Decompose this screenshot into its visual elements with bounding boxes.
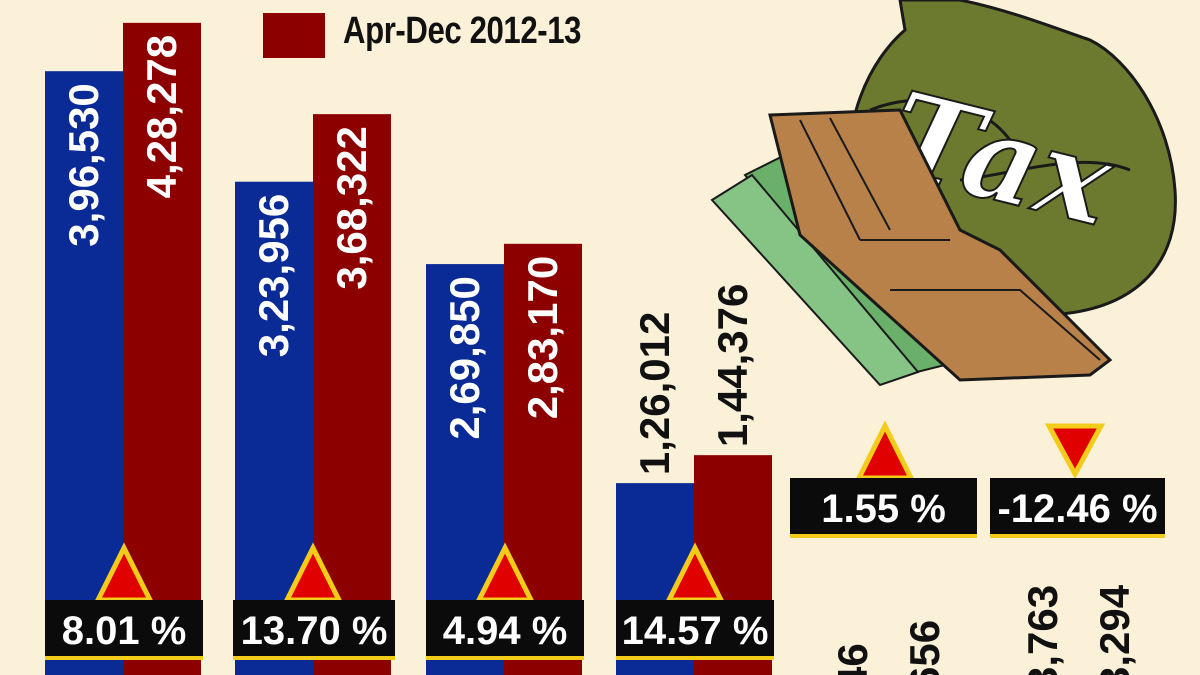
- badge-underline: [616, 656, 774, 660]
- bar-value-label: 656: [901, 620, 948, 675]
- triangle-down-icon: [1044, 423, 1106, 480]
- bar-group: 3,23,956 3,68,322: [235, 114, 391, 675]
- badge-background: [45, 600, 203, 656]
- badge-background: [426, 600, 584, 656]
- badge-background: [990, 478, 1165, 534]
- tax-illustration: Tax: [710, 0, 1177, 387]
- change-badge: 14.57 %: [616, 542, 774, 660]
- bar-value-label: 46: [829, 643, 876, 675]
- change-percent-label: -12.46 %: [997, 487, 1157, 531]
- wallet-stitching: [799, 117, 1101, 361]
- change-percent-label: 8.01 %: [62, 609, 187, 653]
- change-badge: 4.94 %: [426, 542, 584, 660]
- bar-series-2: [123, 22, 201, 675]
- bar-value-label: 3,96,530: [60, 83, 107, 247]
- badge-underline: [790, 534, 977, 538]
- bar-value-label: 4,28,278: [138, 35, 185, 199]
- bar-value-label: 3,68,322: [328, 126, 375, 290]
- cash-icon: [710, 173, 920, 387]
- bar-value-label: 1,44,376: [709, 284, 756, 448]
- legend-swatch: [263, 13, 325, 58]
- bar-value-label: 2,69,850: [441, 276, 488, 440]
- change-badge: 13.70 %: [233, 542, 395, 660]
- change-percent-label: 14.57 %: [622, 609, 769, 653]
- badge-background: [233, 600, 395, 656]
- change-percent-label: 1.55 %: [821, 487, 946, 531]
- legend-label: Apr-Dec 2012-13: [343, 10, 582, 52]
- change-percent-label: 13.70 %: [241, 609, 388, 653]
- badge-background: [616, 600, 774, 656]
- change-badge: 1.55 %: [790, 420, 977, 538]
- bar-group: 3,96,530 4,28,278: [45, 22, 201, 675]
- badge-underline: [426, 656, 584, 660]
- badge-underline: [990, 534, 1165, 538]
- wallet-icon: [768, 108, 1113, 382]
- badge-underline: [45, 656, 203, 660]
- change-percent-label: 4.94 %: [443, 609, 568, 653]
- bar-value-label: 2,83,170: [519, 256, 566, 420]
- bar-value-label: 3,294: [1091, 584, 1138, 675]
- bag-string: [869, 98, 1131, 182]
- change-badge: 8.01 %: [45, 542, 203, 660]
- bar-value-label: 3,23,956: [250, 194, 297, 358]
- bar-value-label: 3,763: [1019, 585, 1066, 675]
- badge-underline: [233, 656, 395, 660]
- bar-value-label: 1,26,012: [631, 312, 678, 476]
- triangle-up-icon: [854, 420, 916, 481]
- badge-background: [790, 478, 977, 534]
- change-badge: -12.46 %: [990, 423, 1165, 538]
